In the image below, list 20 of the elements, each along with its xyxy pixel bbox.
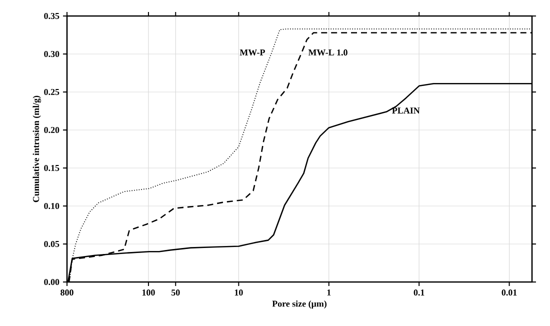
series-label: PLAIN: [392, 108, 420, 114]
y-tick-label: 0.00: [44, 278, 60, 286]
series-label: MW-P: [240, 49, 265, 56]
y-tick-label: 0.30: [44, 50, 60, 58]
y-tick-label: 0.10: [44, 202, 60, 210]
x-tick-label: 100: [142, 290, 155, 296]
y-tick-label: 0.25: [44, 88, 60, 96]
x-tick-label: 10: [234, 290, 243, 296]
x-tick-label: 1: [327, 290, 331, 296]
x-tick-label: 0.01: [502, 290, 517, 296]
y-tick-label: 0.35: [44, 12, 60, 20]
x-tick-label: 50: [171, 290, 180, 296]
x-tick-label: 0.1: [414, 290, 424, 296]
y-tick-label: 0.20: [44, 126, 60, 134]
series-label: MW-L 1.0: [308, 49, 348, 56]
y-tick-label: 0.05: [44, 240, 60, 248]
y-axis-title: Cumulative intrusion (ml/g): [32, 96, 41, 202]
x-axis-title: Pore size (µm): [272, 300, 326, 309]
x-tick-label: 800: [60, 290, 74, 296]
y-tick-label: 0.15: [44, 164, 60, 172]
